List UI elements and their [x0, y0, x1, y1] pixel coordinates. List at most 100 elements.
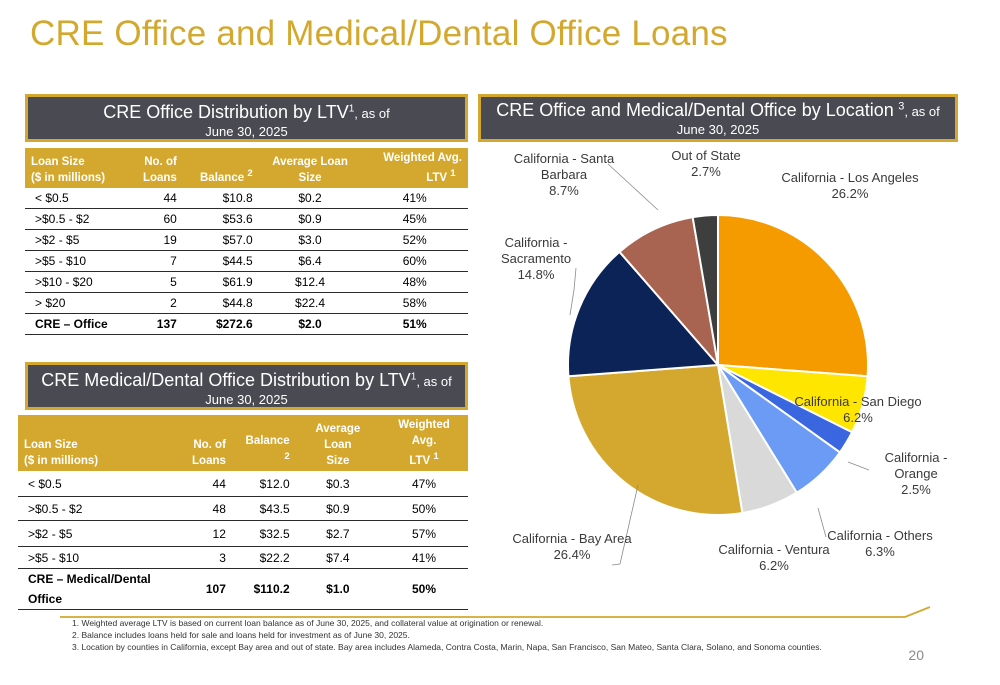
header-balance: Balance 2	[231, 415, 296, 471]
header-balance-label: Balance	[200, 171, 245, 184]
header-ltv-sup: 1	[450, 168, 456, 179]
location-panel-title: CRE Office and Medical/Dental Office by …	[496, 100, 894, 120]
header-ltv-line1: Weighted Avg.	[398, 419, 450, 447]
header-loan-size-line1: Loan Size	[24, 438, 78, 451]
table-total-row: CRE – Office 137 $272.6 $2.0 51%	[25, 313, 468, 335]
header-balance-label: Balance	[245, 435, 290, 447]
header-balance-sup: 2	[284, 451, 290, 462]
pie-leader-line	[611, 484, 639, 566]
cell-avg-size: $0.3	[295, 470, 381, 498]
header-avg-size: Average Loan Size	[258, 148, 362, 188]
cell-loan-size: >$5 - $10	[18, 546, 187, 570]
table-total-row: CRE – Medical/Dental Office 107 $110.2 $…	[18, 568, 468, 611]
pie-slice-label: California - Los Angeles 26.2%	[781, 170, 919, 201]
cell-balance: $53.6	[182, 208, 259, 230]
table-row: >$10 - $20 5 $61.9 $12.4 48%	[25, 271, 468, 293]
table-row: < $0.5 44 $10.8 $0.2 41%	[25, 187, 468, 209]
cell-avg-size: $12.4	[258, 271, 362, 293]
header-num-loans: No. of Loans	[186, 415, 232, 471]
page-title: CRE Office and Medical/Dental Office Loa…	[30, 14, 728, 53]
cell-loan-size: CRE – Office	[25, 313, 130, 335]
medical-panel-title-sup: 1	[410, 371, 417, 383]
cell-balance: $272.6	[182, 313, 259, 335]
cell-num-loans: 2	[129, 292, 183, 314]
header-avg-size-line2: Size	[298, 171, 322, 184]
header-balance-sup: 2	[247, 168, 253, 179]
cell-num-loans: 5	[129, 271, 183, 293]
header-ltv-line2: LTV 1	[386, 449, 462, 469]
cell-balance: $110.2	[231, 568, 296, 611]
cell-loan-size: < $0.5	[18, 470, 187, 498]
cell-num-loans: 3	[186, 546, 232, 570]
cell-num-loans: 137	[129, 313, 183, 335]
cell-loan-size: >$10 - $20	[25, 271, 130, 293]
cell-avg-size: $7.4	[295, 546, 381, 570]
header-ltv-label: LTV	[409, 454, 431, 467]
header-num-loans-line2: Loans	[142, 171, 177, 184]
table-row: >$2 - $5 19 $57.0 $3.0 52%	[25, 229, 468, 251]
pie-slice-label: California - Ventura 6.2%	[718, 542, 830, 573]
cell-num-loans: 44	[186, 470, 232, 498]
cell-balance: $10.8	[182, 187, 259, 209]
cell-num-loans: 12	[186, 520, 232, 548]
office-panel-title-suffix: , as of	[354, 106, 390, 121]
cell-avg-size: $1.0	[295, 568, 381, 611]
cell-balance: $44.8	[182, 292, 259, 314]
cell-num-loans: 7	[129, 250, 183, 272]
location-panel-title-suffix: , as of	[904, 104, 940, 119]
office-panel-title: CRE Office Distribution by LTV	[103, 102, 349, 122]
pie-leader-line	[607, 163, 659, 211]
cell-balance: $22.2	[231, 546, 296, 570]
cell-ltv: 50%	[380, 568, 468, 611]
table-row: > $20 2 $44.8 $22.4 58%	[25, 292, 468, 314]
cell-avg-size: $2.7	[295, 520, 381, 548]
cell-balance: $61.9	[182, 271, 259, 293]
header-avg-size: Average Loan Size	[295, 415, 381, 471]
header-ltv: Weighted Avg. LTV 1	[380, 415, 468, 471]
footnote-2: 2. Balance includes loans held for sale …	[72, 630, 410, 640]
location-panel-date: June 30, 2025	[676, 122, 760, 137]
cell-ltv: 58%	[361, 292, 468, 314]
medical-panel-title-suffix: , as of	[416, 374, 452, 389]
pie-slice-label: California -Orange 2.5%	[885, 450, 948, 497]
table-row: >$5 - $10 7 $44.5 $6.4 60%	[25, 250, 468, 272]
table-row: >$0.5 - $2 60 $53.6 $0.9 45%	[25, 208, 468, 230]
cell-num-loans: 44	[129, 187, 183, 209]
cell-ltv: 45%	[361, 208, 468, 230]
pie-leader-line	[847, 461, 870, 471]
header-avg-size-line2: Size	[326, 454, 350, 467]
header-ltv-label: LTV	[426, 171, 448, 184]
medical-table-wrap: Loan Size ($ in millions) No. of Loans B…	[18, 415, 468, 611]
cell-balance: $43.5	[231, 496, 296, 522]
header-num-loans-line1: No. of	[193, 438, 226, 451]
cell-avg-size: $3.0	[258, 229, 362, 251]
cell-loan-size: >$2 - $5	[18, 520, 187, 548]
location-panel-header: CRE Office and Medical/Dental Office by …	[478, 94, 958, 142]
cell-avg-size: $6.4	[258, 250, 362, 272]
office-ltv-table: Loan Size ($ in millions) No. of Loans B…	[25, 148, 468, 335]
pie-slice-label: California - Others 6.3%	[827, 528, 933, 559]
pie-slice-label: California - San Diego 6.2%	[794, 394, 921, 425]
header-loan-size-line2: ($ in millions)	[31, 171, 106, 184]
cell-num-loans: 48	[186, 496, 232, 522]
medical-panel-date: June 30, 2025	[205, 392, 288, 407]
location-pie-chart: California - Los Angeles 26.2% California …	[501, 148, 948, 573]
cell-loan-size: > $20	[25, 292, 130, 314]
cell-ltv: 60%	[361, 250, 468, 272]
table-row: < $0.5 44 $12.0 $0.3 47%	[18, 470, 468, 498]
medical-table-header-row: Loan Size ($ in millions) No. of Loans B…	[18, 415, 468, 471]
header-loan-size: Loan Size ($ in millions)	[25, 148, 130, 188]
cell-num-loans: 19	[129, 229, 183, 251]
pie-slice-label: California - Bay Area 26.4%	[512, 531, 632, 562]
cell-loan-size: >$0.5 - $2	[25, 208, 130, 230]
cell-ltv: 41%	[380, 546, 468, 570]
office-panel-date: June 30, 2025	[205, 124, 288, 139]
cell-ltv: 41%	[361, 187, 468, 209]
header-loan-size-line2: ($ in millions)	[24, 454, 99, 467]
table-row: >$2 - $5 12 $32.5 $2.7 57%	[18, 520, 468, 548]
header-num-loans: No. of Loans	[129, 148, 183, 188]
cell-ltv: 52%	[361, 229, 468, 251]
cell-balance: $44.5	[182, 250, 259, 272]
pie-slice-label: Out of State 2.7%	[671, 148, 740, 179]
office-table-wrap: Loan Size ($ in millions) No. of Loans B…	[25, 148, 468, 335]
